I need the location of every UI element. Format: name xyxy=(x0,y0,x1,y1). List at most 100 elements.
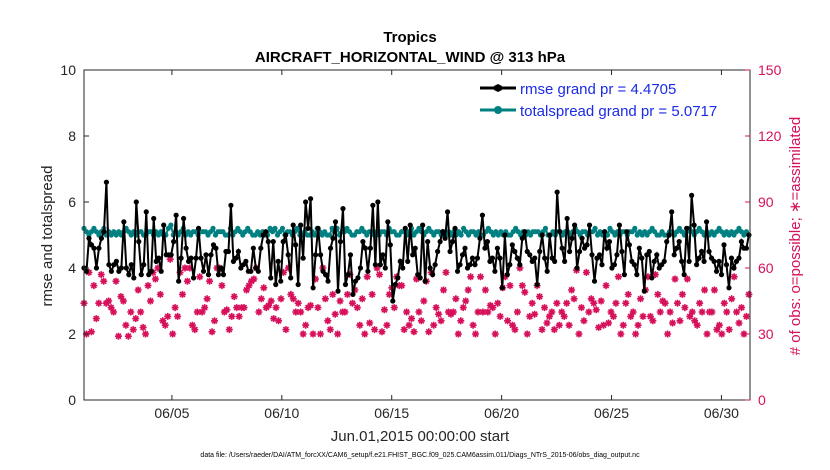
rmse-point xyxy=(133,199,139,205)
obs-marker xyxy=(417,317,425,325)
rmse-point xyxy=(502,232,508,238)
spread-point xyxy=(632,225,638,231)
rmse-point xyxy=(255,268,261,274)
rmse-point xyxy=(604,245,610,251)
rmse-point xyxy=(141,262,147,268)
rmse-point xyxy=(509,242,515,248)
obs-marker xyxy=(435,310,443,318)
rmse-point xyxy=(698,248,705,255)
rmse-point xyxy=(522,229,528,235)
rmse-point xyxy=(462,245,468,251)
obs-marker xyxy=(105,297,113,305)
obs-marker xyxy=(316,330,324,338)
rmse-point xyxy=(684,225,690,231)
obs-marker xyxy=(164,312,172,320)
rmse-point xyxy=(469,255,476,261)
rmse-point xyxy=(557,229,563,235)
obs-marker xyxy=(541,304,549,312)
legend: rmse grand pr = 4.4705 totalspread grand… xyxy=(473,75,741,123)
obs-marker xyxy=(614,273,622,281)
rmse-point xyxy=(93,265,100,271)
spread-point xyxy=(279,225,286,231)
x-tick-label: 06/20 xyxy=(484,405,519,421)
rmse-point xyxy=(405,258,411,264)
obs-marker xyxy=(124,332,132,340)
obs-marker xyxy=(489,304,497,312)
rmse-point xyxy=(98,235,105,241)
obs-marker xyxy=(686,312,694,320)
obs-marker xyxy=(371,326,379,334)
rmse-point xyxy=(310,285,316,291)
obs-marker xyxy=(560,312,568,320)
rmse-point xyxy=(746,232,752,238)
spread-point xyxy=(272,225,278,231)
obs-marker xyxy=(538,326,546,334)
obs-marker xyxy=(225,326,233,334)
obs-marker xyxy=(701,286,709,294)
x-axis-ticks: 06/05 06/10 06/15 06/20 06/25 06/30 xyxy=(154,70,739,421)
rmse-point xyxy=(235,248,241,255)
rmse-point xyxy=(454,268,461,274)
rmse-point xyxy=(694,262,700,268)
spread-point xyxy=(327,232,333,238)
obs-marker xyxy=(361,330,369,338)
y-axis-ticks: 0 2 4 6 8 10 xyxy=(60,62,89,408)
obs-marker xyxy=(385,290,393,298)
obs-marker xyxy=(356,321,364,329)
rmse-point xyxy=(265,239,271,245)
rmse-point xyxy=(143,209,149,215)
rmse-point xyxy=(534,281,540,288)
rmse-point xyxy=(195,225,202,231)
obs-marker xyxy=(186,264,194,272)
obs-marker xyxy=(336,297,344,305)
rmse-point xyxy=(584,242,590,248)
rmse-point xyxy=(703,219,710,225)
y-tick-label: 8 xyxy=(68,128,76,144)
rmse-point xyxy=(168,252,174,258)
rmse-point xyxy=(190,275,197,281)
y-tick-label: 6 xyxy=(68,194,76,210)
rmse-point xyxy=(382,265,388,271)
obs-marker xyxy=(545,312,553,320)
rmse-point xyxy=(614,252,620,258)
rmse-point xyxy=(718,272,725,278)
rmse-point xyxy=(123,265,129,271)
spread-point xyxy=(604,232,611,238)
rmse-point xyxy=(103,179,110,185)
obs-marker xyxy=(363,273,371,281)
obs-marker xyxy=(479,308,487,316)
obs-marker xyxy=(233,304,241,312)
obs-marker xyxy=(442,268,450,276)
rmse-point xyxy=(360,239,366,245)
rmse-point xyxy=(634,272,640,278)
obs-marker xyxy=(410,328,418,336)
spread-point xyxy=(592,225,598,231)
obs-marker xyxy=(548,308,556,316)
obs-marker xyxy=(151,275,159,283)
obs-marker xyxy=(287,290,295,298)
obs-marker xyxy=(710,286,718,294)
rmse-point xyxy=(91,245,97,251)
rmse-point xyxy=(430,272,436,278)
chart-subtitle: AIRCRAFT_HORIZONTAL_WIND @ 313 hPa xyxy=(255,49,566,66)
obs-marker xyxy=(265,301,273,309)
obs-marker xyxy=(107,304,115,312)
obs-marker xyxy=(476,273,484,281)
rmse-point xyxy=(340,206,346,212)
rmse-point xyxy=(218,265,224,271)
rmse-point xyxy=(183,245,189,251)
data-file-footer: data file: /Users/raeder/DAI/ATM_forcXX/… xyxy=(200,452,640,459)
obs-marker xyxy=(733,308,741,316)
obs-marker xyxy=(472,330,480,338)
rmse-point xyxy=(420,222,426,228)
rmse-point xyxy=(574,265,580,271)
rmse-point xyxy=(118,265,124,271)
obs-marker xyxy=(92,315,100,323)
obs-marker xyxy=(282,326,290,334)
rmse-point xyxy=(248,268,254,274)
rmse-point xyxy=(290,222,296,228)
rmse-point xyxy=(138,272,144,278)
obs-marker xyxy=(597,297,605,305)
obs-marker xyxy=(555,321,563,329)
obs-marker xyxy=(376,271,384,279)
